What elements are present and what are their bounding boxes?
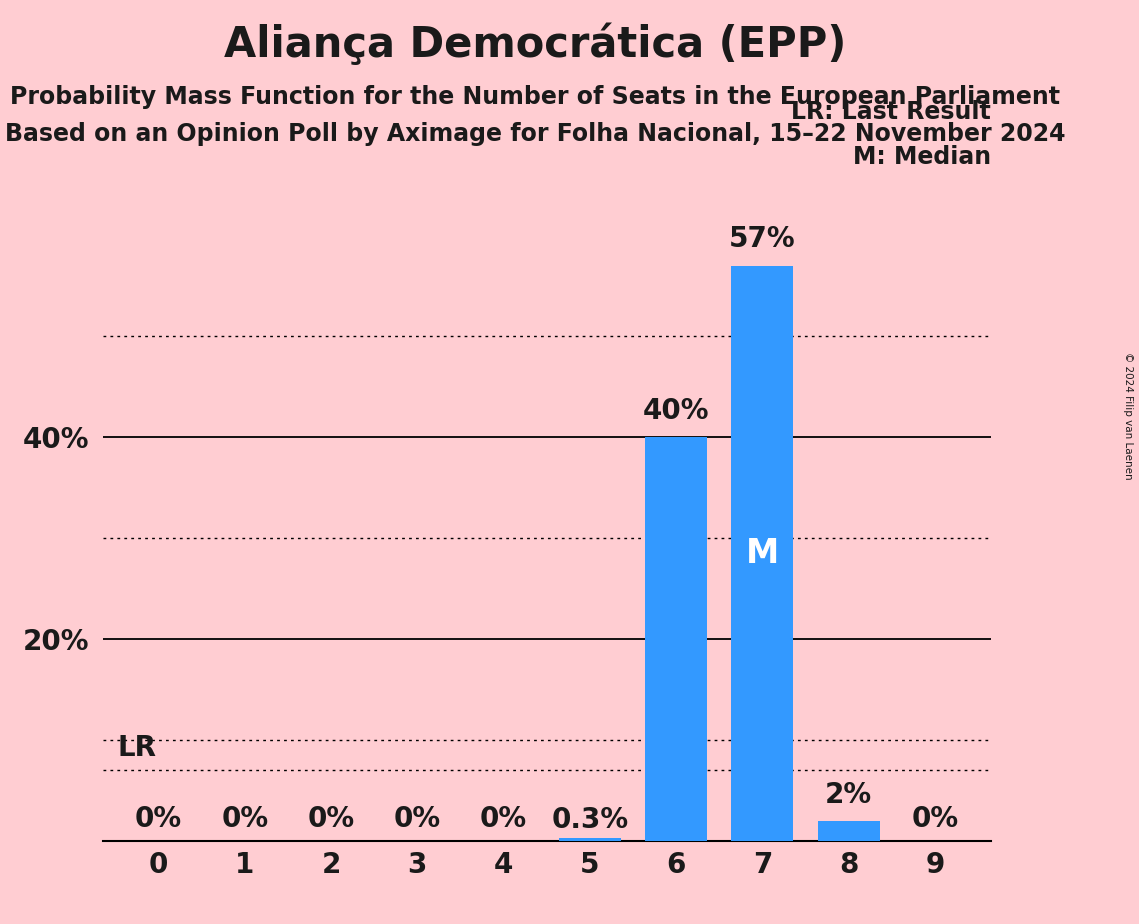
Text: 2%: 2% (825, 781, 872, 808)
Text: 0%: 0% (136, 805, 182, 833)
Bar (559, 838, 621, 841)
Text: Based on an Opinion Poll by Aximage for Folha Nacional, 15–22 November 2024: Based on an Opinion Poll by Aximage for … (5, 122, 1066, 146)
Text: 0%: 0% (394, 805, 441, 833)
Text: 57%: 57% (729, 225, 796, 253)
Text: Probability Mass Function for the Number of Seats in the European Parliament: Probability Mass Function for the Number… (10, 85, 1060, 109)
Text: Aliança Democrática (EPP): Aliança Democrática (EPP) (224, 23, 846, 66)
Bar (731, 265, 794, 841)
Text: © 2024 Filip van Laenen: © 2024 Filip van Laenen (1123, 352, 1133, 480)
Text: 0%: 0% (480, 805, 527, 833)
Text: 0%: 0% (308, 805, 354, 833)
Text: 0%: 0% (221, 805, 269, 833)
Text: M: M (746, 537, 779, 570)
Text: 0%: 0% (911, 805, 958, 833)
Text: LR: LR (117, 734, 156, 762)
Text: LR: Last Result: LR: Last Result (792, 100, 991, 124)
Bar (818, 821, 879, 841)
Text: 40%: 40% (642, 397, 710, 425)
Bar (645, 437, 707, 841)
Text: 0.3%: 0.3% (551, 806, 629, 833)
Text: M: Median: M: Median (853, 145, 991, 169)
